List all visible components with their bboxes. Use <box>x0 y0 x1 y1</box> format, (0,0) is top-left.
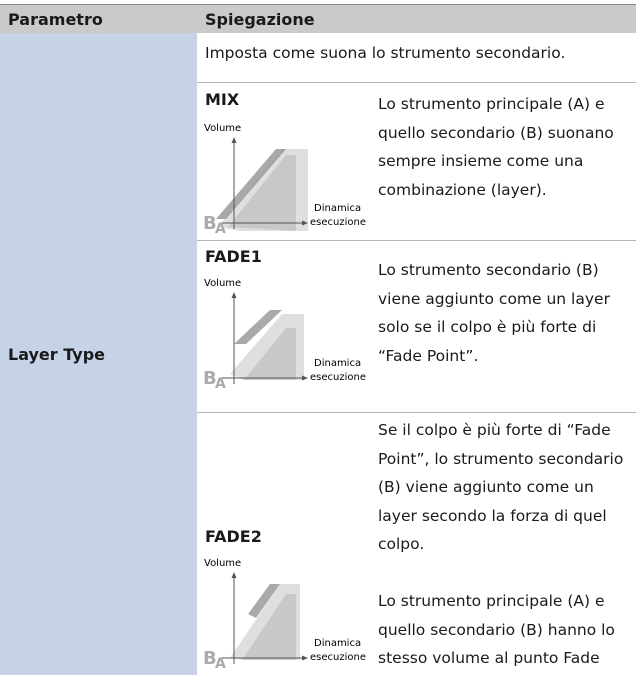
axis-arrow <box>302 375 308 381</box>
axis-arrow <box>231 137 237 143</box>
mode-description: Se il colpo è più forte di “Fade Point”,… <box>378 421 624 553</box>
row-separator <box>197 240 636 241</box>
parameter-cell <box>0 33 197 675</box>
layer-label: A <box>215 656 226 672</box>
x-axis-label: esecuzione <box>310 652 366 663</box>
diagram-layer <box>242 594 296 660</box>
layer-label: A <box>215 376 226 392</box>
diagram-layer <box>228 155 296 231</box>
header-cell: Spiegazione <box>205 10 315 29</box>
diagram: Volume Dinamica esecuzione BA <box>203 278 366 392</box>
header-cell: Parametro <box>8 10 103 29</box>
diagram-layer <box>248 584 280 618</box>
y-axis-label: Volume <box>204 558 241 569</box>
diagram-layer <box>244 328 296 380</box>
x-axis-label: Dinamica <box>314 638 361 649</box>
mode-title: MIX <box>205 90 240 109</box>
parameter-name: Layer Type <box>8 345 105 364</box>
x-axis-label: esecuzione <box>310 217 366 228</box>
layer-label: B <box>203 213 217 234</box>
axis-arrow <box>302 220 308 226</box>
x-axis-label: Dinamica <box>314 203 361 214</box>
mode-description: Lo strumento principale (A) e quello sec… <box>378 592 615 667</box>
x-axis-label: Dinamica <box>314 358 361 369</box>
diagram: Volume Dinamica esecuzione BA <box>203 558 366 672</box>
intro-text: Imposta come suona lo strumento secondar… <box>205 44 566 62</box>
x-axis-label: esecuzione <box>310 372 366 383</box>
header-bar <box>0 4 636 33</box>
layer-label: B <box>203 648 217 669</box>
y-axis-label: Volume <box>204 123 241 134</box>
axis-arrow <box>231 572 237 578</box>
diagram-layer <box>234 310 282 344</box>
layer-label: B <box>203 368 217 389</box>
axis-arrow <box>302 655 308 661</box>
mode-title: FADE2 <box>205 527 262 546</box>
mode-description: Lo strumento principale (A) e quello sec… <box>378 95 614 199</box>
mode-description: Lo strumento secondario (B) viene aggiun… <box>378 261 610 365</box>
layer-label: A <box>215 221 226 237</box>
y-axis-label: Volume <box>204 278 241 289</box>
row-separator <box>197 412 636 413</box>
row-separator <box>197 82 636 83</box>
diagram: Volume Dinamica esecuzione BA <box>203 123 366 237</box>
axis-arrow <box>231 292 237 298</box>
mode-title: FADE1 <box>205 247 262 266</box>
